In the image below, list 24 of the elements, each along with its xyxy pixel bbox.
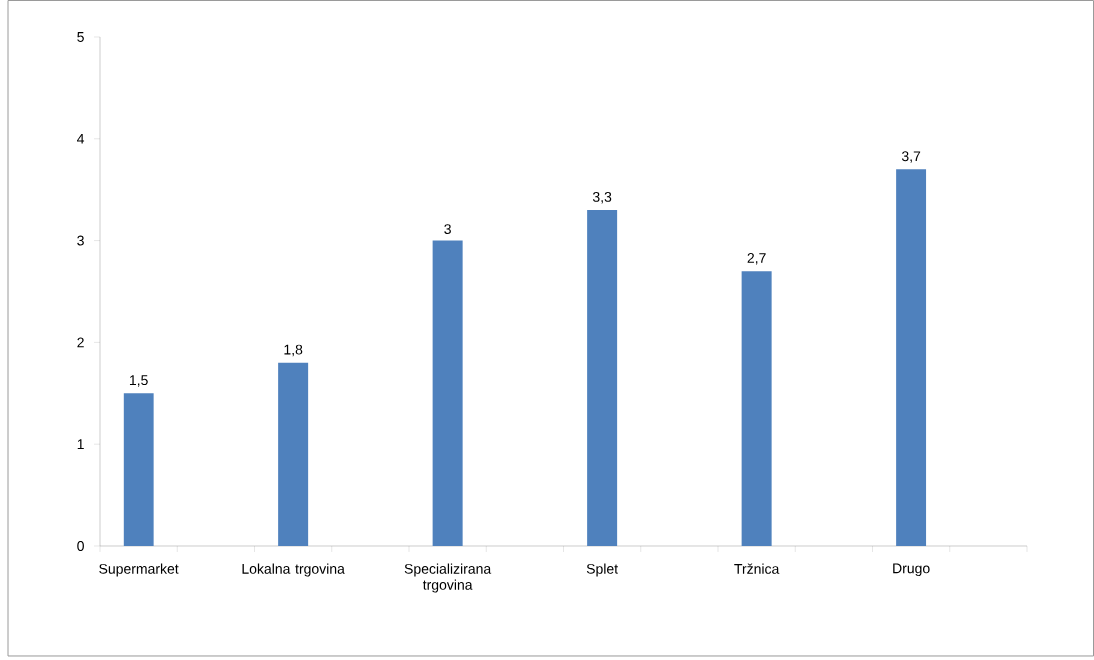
y-tick-label: 5 (77, 32, 84, 42)
bar (432, 240, 463, 546)
x-tick-label: Specializirana trgovina (404, 563, 492, 593)
y-tick-label: 1 (77, 439, 84, 449)
y-tick-label: 4 (77, 133, 85, 144)
y-tick-label: 3 (77, 235, 84, 246)
data-label: 3 (444, 224, 451, 235)
x-tick-label: Splet (586, 563, 618, 577)
x-tick-label: Supermarket (99, 563, 179, 577)
bar (587, 210, 618, 546)
bar (123, 393, 154, 546)
bar (278, 362, 309, 546)
bar (741, 271, 772, 546)
x-tick-label: Tržnica (734, 563, 780, 574)
data-label: 3,3 (592, 191, 612, 204)
x-tick-label: Lokalna trgovina (242, 563, 345, 577)
data-label: 2,7 (747, 253, 766, 265)
y-tick-label: 0 (77, 541, 84, 551)
y-tick-label: 2 (77, 337, 84, 348)
bar (896, 169, 927, 546)
data-label: 1,5 (129, 375, 148, 387)
data-label: 1,8 (284, 344, 303, 357)
x-tick-label: Drugo (893, 563, 930, 577)
data-label: 3,7 (901, 151, 921, 163)
